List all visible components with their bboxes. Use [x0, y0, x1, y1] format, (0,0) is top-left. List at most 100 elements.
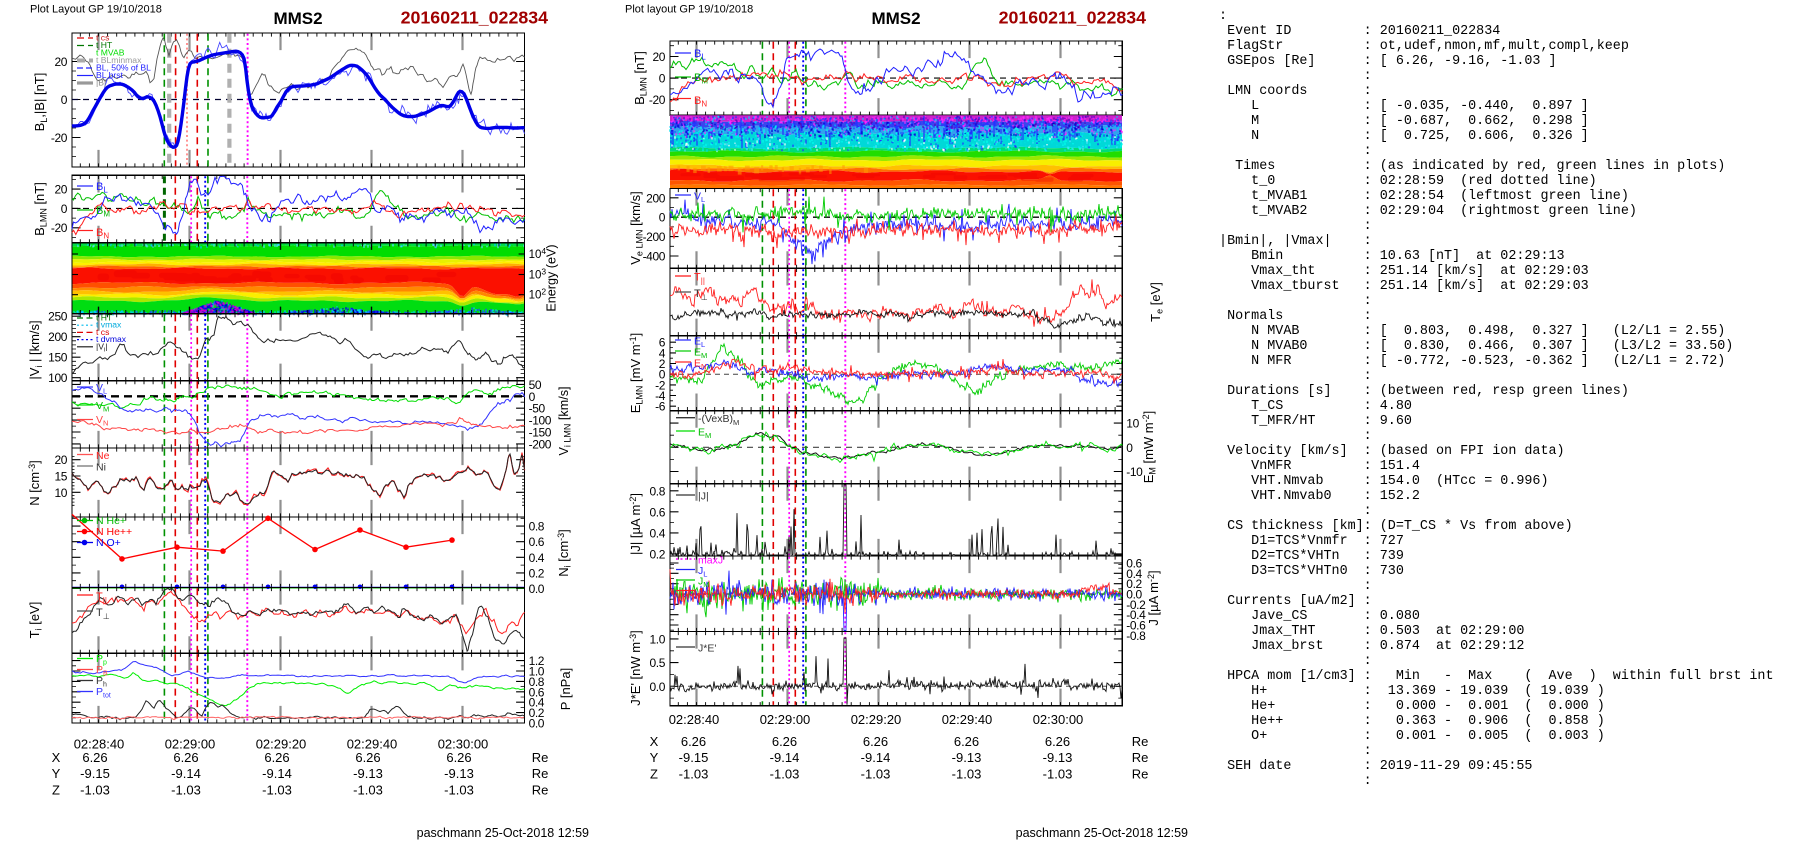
svg-text:BL, 50% of BL: BL, 50% of BL [96, 63, 151, 73]
svg-text:paschmann 25-Oct-2018 12:59: paschmann 25-Oct-2018 12:59 [1016, 826, 1188, 840]
svg-text:02:28:40: 02:28:40 [74, 737, 125, 752]
svg-text:ELMN [mV m-1]: ELMN [mV m-1] [628, 333, 645, 414]
svg-text:t BLminmax: t BLminmax [96, 55, 142, 65]
svg-text:0.2: 0.2 [529, 706, 545, 720]
svg-text:VL: VL [694, 191, 705, 205]
svg-text:Te [eV]: Te [eV] [1148, 282, 1165, 322]
svg-text:0: 0 [659, 211, 666, 225]
svg-text:6.26: 6.26 [446, 750, 471, 765]
svg-text:1.0: 1.0 [650, 632, 666, 646]
svg-text:BLMN [nT]: BLMN [nT] [632, 51, 649, 105]
svg-text:0.4: 0.4 [650, 526, 666, 540]
svg-text:6.26: 6.26 [954, 734, 979, 749]
svg-text:-9.13: -9.13 [1043, 750, 1073, 765]
svg-text:N He+: N He+ [96, 515, 126, 527]
svg-text:-9.13: -9.13 [952, 750, 982, 765]
svg-text:-0.2: -0.2 [1126, 598, 1146, 612]
svg-text:-200: -200 [643, 230, 666, 244]
svg-text:EM: EM [698, 427, 711, 441]
svg-text:1.0: 1.0 [529, 665, 545, 679]
svg-text:0.6: 0.6 [529, 535, 545, 549]
svg-text:P [nPa]: P [nPa] [558, 668, 573, 710]
svg-text:250: 250 [48, 310, 68, 324]
svg-text:|Vi|: |Vi| [96, 341, 108, 353]
svg-text:T||: T|| [96, 591, 107, 605]
svg-text:200: 200 [48, 330, 68, 344]
svg-text:0.8: 0.8 [650, 484, 666, 498]
svg-text:0.2: 0.2 [529, 566, 545, 580]
svg-text:BL: BL [694, 48, 706, 62]
svg-text:Re: Re [532, 766, 549, 781]
svg-text:BN: BN [694, 95, 707, 109]
svg-text:02:29:00: 02:29:00 [760, 712, 811, 727]
svg-text:Re: Re [532, 782, 549, 797]
svg-text:0: 0 [61, 202, 68, 216]
svg-text:0.6: 0.6 [1126, 557, 1142, 571]
svg-text:t MVAB: t MVAB [96, 48, 125, 58]
svg-text:Z: Z [650, 766, 658, 781]
svg-text:-1.03: -1.03 [171, 782, 201, 797]
svg-text:-9.13: -9.13 [353, 766, 383, 781]
svg-text:-1.03: -1.03 [1043, 766, 1073, 781]
svg-text:0.6: 0.6 [650, 505, 666, 519]
svg-text:N [cm-3]: N [cm-3] [27, 460, 42, 506]
svg-text:BL: BL [96, 181, 108, 195]
svg-text:0: 0 [659, 72, 666, 86]
svg-text:BL brst: BL brst [96, 70, 124, 80]
svg-text:|Vi | [km/s]: |Vi | [km/s] [27, 320, 44, 379]
svg-text:VL: VL [96, 382, 107, 396]
svg-text:02:29:20: 02:29:20 [851, 712, 902, 727]
svg-text:Pp: Pp [96, 653, 107, 667]
svg-text:0.6: 0.6 [529, 685, 545, 699]
svg-text:JL: JL [698, 565, 707, 579]
svg-text:0.0: 0.0 [650, 680, 666, 694]
svg-text:-0.8: -0.8 [1126, 629, 1146, 643]
svg-text:Energy (eV): Energy (eV) [545, 244, 559, 311]
svg-text:1.2: 1.2 [529, 654, 545, 668]
svg-text:-9.14: -9.14 [262, 766, 292, 781]
svg-text:-9.14: -9.14 [171, 766, 201, 781]
svg-text:T||: T|| [694, 272, 705, 286]
svg-text:0.0: 0.0 [529, 582, 545, 596]
svg-text:-20: -20 [51, 131, 68, 145]
svg-text:Re: Re [1132, 734, 1149, 749]
svg-text:EM [mW m-2]: EM [mW m-2] [1141, 411, 1158, 484]
svg-text:0.4: 0.4 [529, 696, 545, 710]
svg-text:maxJ: maxJ [698, 555, 723, 567]
svg-text:-4: -4 [655, 389, 666, 403]
svg-text:Y: Y [52, 766, 61, 781]
svg-text:-9.14: -9.14 [861, 750, 891, 765]
svg-text:6.26: 6.26 [1045, 734, 1070, 749]
svg-text:-9.15: -9.15 [679, 750, 709, 765]
svg-text:0: 0 [61, 93, 68, 107]
svg-text:-1.03: -1.03 [353, 782, 383, 797]
svg-text:-1.03: -1.03 [262, 782, 292, 797]
svg-text:t HT: t HT [96, 40, 113, 50]
svg-text:0.8: 0.8 [529, 675, 545, 689]
svg-text:0.4: 0.4 [1126, 567, 1142, 581]
svg-text:10: 10 [54, 486, 67, 500]
svg-text:0: 0 [1126, 441, 1133, 455]
svg-text:-1.03: -1.03 [861, 766, 891, 781]
svg-text:-9.13: -9.13 [444, 766, 474, 781]
svg-text:t HT: t HT [96, 313, 113, 323]
svg-text:paschmann 25-Oct-2018 12:59: paschmann 25-Oct-2018 12:59 [417, 826, 589, 840]
svg-text:4: 4 [659, 346, 666, 360]
svg-text:-20: -20 [51, 221, 68, 235]
svg-text:-1.03: -1.03 [770, 766, 800, 781]
svg-text:-1.03: -1.03 [679, 766, 709, 781]
svg-text:Ph: Ph [96, 675, 107, 689]
svg-text:6.26: 6.26 [173, 750, 198, 765]
svg-text:VM: VM [96, 400, 109, 414]
svg-text:150: 150 [48, 351, 68, 365]
svg-text:6.26: 6.26 [264, 750, 289, 765]
svg-text:10: 10 [1126, 417, 1139, 431]
svg-text:-1.03: -1.03 [80, 782, 110, 797]
svg-text:VN: VN [96, 414, 108, 428]
svg-text:Re: Re [1132, 750, 1149, 765]
svg-text:-2: -2 [655, 378, 666, 392]
svg-text:02:29:00: 02:29:00 [165, 737, 216, 752]
svg-text:20160211_022834: 20160211_022834 [401, 8, 548, 28]
svg-text:|J|: |J| [698, 491, 709, 503]
svg-text:Ni [cm-3]: Ni [cm-3] [556, 529, 573, 577]
